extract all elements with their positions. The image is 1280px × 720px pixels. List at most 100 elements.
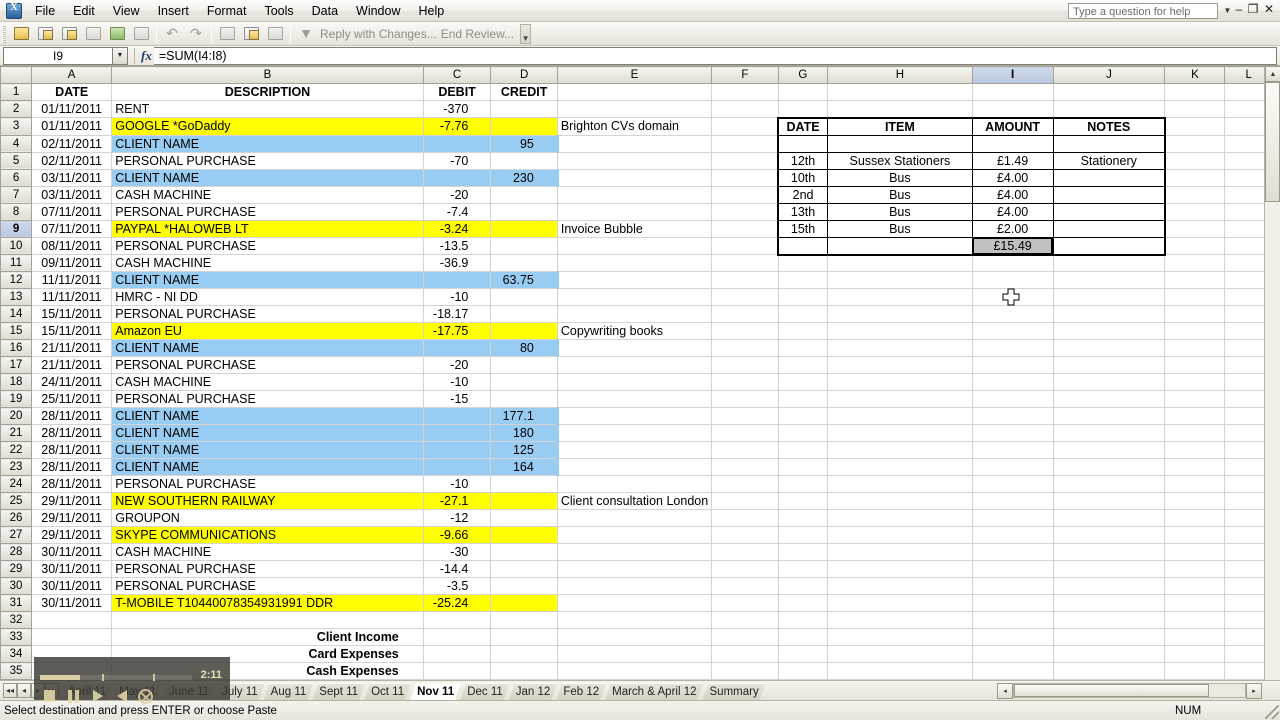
grid-row[interactable]: 30 30/11/2011 PERSONAL PURCHASE -3.5 [0,577,1280,595]
cell-A18[interactable]: 24/11/2011 [31,373,113,391]
grid-row[interactable]: 22 28/11/2011 CLIENT NAME 125 [0,441,1280,459]
cell-F11[interactable] [711,254,779,272]
row-header-25[interactable]: 25 [0,492,33,510]
grid-row[interactable]: 3 01/11/2011 GOOGLE *GoDaddy -7.76 Brighton … [0,116,1280,136]
grid-row[interactable]: 5 02/11/2011 PERSONAL PURCHASE -70 12th Susse… [0,151,1280,170]
cell-J20[interactable] [1053,407,1166,425]
grid-row[interactable]: 16 21/11/2011 CLIENT NAME 80 [0,339,1280,357]
cell-D19[interactable] [490,390,558,408]
cell-I9[interactable]: £2.00 [971,219,1054,238]
grid-row[interactable]: 19 25/11/2011 PERSONAL PURCHASE -15 [0,390,1280,408]
cell-H3[interactable]: ITEM [827,116,973,136]
cell-H27[interactable] [827,526,973,544]
cell-G11[interactable] [778,254,829,272]
cell-C28[interactable]: -30 [423,543,492,561]
cell-D29[interactable] [490,560,558,578]
cell-D6[interactable]: 230 [490,169,558,187]
vertical-scroll-thumb[interactable] [1265,82,1280,202]
cell-F3[interactable] [711,117,779,136]
cell-F20[interactable] [711,407,779,425]
cell-A20[interactable]: 28/11/2011 [31,407,113,425]
row-header-33[interactable]: 33 [0,628,33,646]
cell-E33[interactable] [557,628,713,646]
sheet-tab-nov-11[interactable]: Nov 11 [410,683,461,700]
cell-B22[interactable]: CLIENT NAME [111,441,424,459]
cell-B4[interactable]: CLIENT NAME [111,135,424,153]
cell-B18[interactable]: CASH MACHINE [111,373,424,391]
horizontal-scroll-track[interactable] [1013,683,1246,698]
cell-J19[interactable] [1053,390,1166,408]
cell-B20[interactable]: CLIENT NAME [111,407,424,425]
row-header-3[interactable]: 3 [0,117,33,136]
cell-K4[interactable] [1164,135,1226,153]
cell-B6[interactable]: CLIENT NAME [111,169,424,187]
cell-A8[interactable]: 07/11/2011 [31,203,113,221]
cell-H4[interactable] [827,134,973,153]
row-header-35[interactable]: 35 [0,662,33,680]
cell-G19[interactable] [778,390,829,408]
cell-A14[interactable]: 15/11/2011 [31,305,113,323]
cell-E31[interactable] [557,594,713,612]
toolbar-grip[interactable] [2,24,6,43]
cell-F31[interactable] [711,594,779,612]
cell-C32[interactable] [423,611,492,629]
reply-with-changes-button[interactable]: Reply with Changes... [320,26,437,41]
cell-F23[interactable] [711,458,779,476]
cell-J6[interactable] [1052,168,1166,187]
cell-J7[interactable] [1052,185,1166,204]
menu-help[interactable]: Help [418,3,445,18]
help-search-input[interactable]: Type a question for help [1068,3,1218,19]
cell-B12[interactable]: CLIENT NAME [111,271,424,289]
cell-K5[interactable] [1164,152,1226,170]
cell-D9[interactable] [490,220,558,238]
cell-E15[interactable]: Copywriting books [557,322,713,340]
cell-J29[interactable] [1053,560,1166,578]
cell-J12[interactable] [1053,271,1166,289]
cell-B23[interactable]: CLIENT NAME [111,458,424,476]
cell-F7[interactable] [711,186,779,204]
cell-G2[interactable] [778,100,829,118]
cell-J11[interactable] [1053,254,1166,272]
cell-G25[interactable] [778,492,829,510]
cell-F13[interactable] [711,288,779,306]
cell-I14[interactable] [972,305,1054,323]
cell-I15[interactable] [972,322,1054,340]
row-header-2[interactable]: 2 [0,100,33,118]
cell-J34[interactable] [1053,645,1166,663]
cell-B31[interactable]: T-MOBILE T10440078354931991 DDR [111,594,424,612]
cell-E5[interactable] [557,152,713,170]
cell-H9[interactable]: Bus [827,219,973,238]
delete-comment-icon[interactable] [130,24,152,44]
cell-H8[interactable]: Bus [827,202,973,221]
cell-I28[interactable] [972,543,1054,561]
cell-B26[interactable]: GROUPON [111,509,424,527]
row-header-12[interactable]: 12 [0,271,33,289]
cell-F4[interactable] [711,135,779,153]
column-header-b[interactable]: B [111,66,424,84]
cell-H11[interactable] [827,254,973,272]
cell-G20[interactable] [778,407,829,425]
grid-row[interactable]: 12 11/11/2011 CLIENT NAME 63.75 [0,271,1280,289]
cell-H17[interactable] [827,356,973,374]
cell-I8[interactable]: £4.00 [971,202,1054,221]
grid-row[interactable]: 32 [0,611,1280,629]
cell-E11[interactable] [557,254,713,272]
row-header-6[interactable]: 6 [0,168,33,187]
cell-K1[interactable] [1164,83,1226,101]
cell-H22[interactable] [827,441,973,459]
spreadsheet-grid[interactable]: A B C D E F G H I J K L 1 DATE DESCRIPTION DEBIT CREDIT 2… [0,66,1280,680]
cell-I30[interactable] [972,577,1054,595]
cell-D31[interactable] [490,594,558,612]
sheet-tab-oct-11[interactable]: Oct 11 [364,683,411,700]
cell-H25[interactable] [827,492,973,510]
cell-A29[interactable]: 30/11/2011 [31,560,113,578]
cell-G27[interactable] [778,526,829,544]
cell-F5[interactable] [711,152,779,170]
cell-D10[interactable] [490,237,558,255]
cell-F15[interactable] [711,322,779,340]
sheet-tab-jan-12[interactable]: Jan 12 [509,683,558,700]
grid-row[interactable]: 26 29/11/2011 GROUPON -12 [0,509,1280,527]
cell-J14[interactable] [1053,305,1166,323]
cell-D23[interactable]: 164 [490,458,558,476]
cell-I24[interactable] [972,475,1054,493]
